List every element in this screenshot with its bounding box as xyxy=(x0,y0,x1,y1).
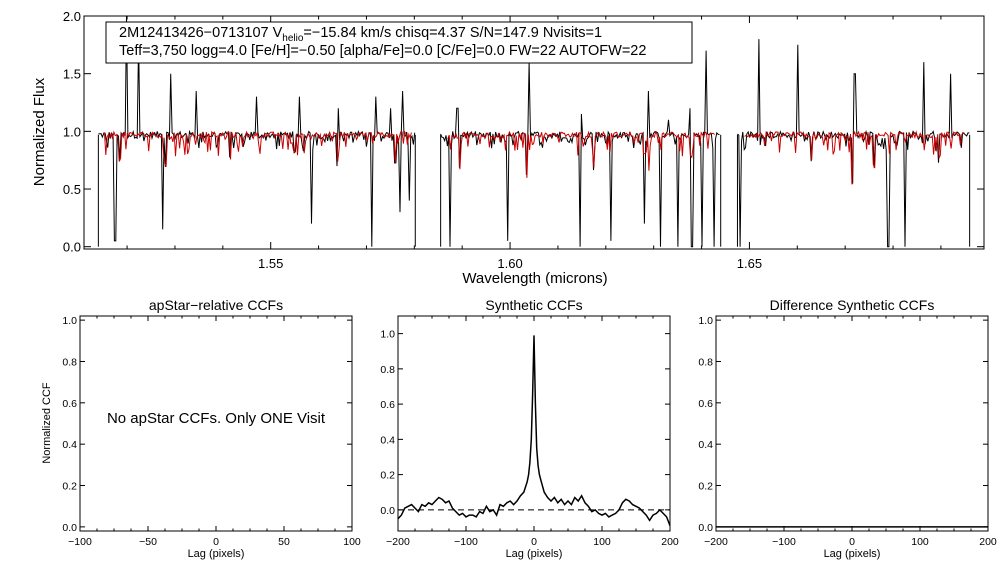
apstar-ccf-y-tick-label: 0.0 xyxy=(62,522,77,534)
observed-spectrum-chip-3 xyxy=(737,39,970,248)
spectrum-x-label: Wavelength (microns) xyxy=(462,270,607,287)
difference-ccf-y-tick-label: 0.8 xyxy=(698,356,713,368)
annotation-line-1-rest: =−15.84 km/s chisq=4.37 S/N=147.9 Nvisit… xyxy=(303,25,602,41)
synthetic-ccf-y-tick-label: 1.0 xyxy=(380,329,395,341)
model-spectrum-chip-1 xyxy=(103,130,412,167)
synthetic-ccf-curve xyxy=(397,335,671,526)
apstar-ccf-ticks: −100 −50 0 50 100 0.0 0.2 0.4 0.6 0.8 1.0 xyxy=(62,315,361,548)
synthetic-ccf-title: Synthetic CCFs xyxy=(485,297,582,313)
difference-ccf-panel: Difference Synthetic CCFs −200 −100 0 100 20… xyxy=(698,297,997,560)
spectrum-x-tick-label: 1.60 xyxy=(497,256,522,271)
difference-ccf-x-tick-label: 0 xyxy=(849,536,855,548)
spectrum-x-tick-label: 1.55 xyxy=(258,256,283,271)
apstar-ccf-y-tick-label: 0.4 xyxy=(62,439,77,451)
star-id: 2M12413426−0713107 xyxy=(119,25,269,41)
apstar-ccf-x-tick-label: −50 xyxy=(139,536,157,548)
apstar-ccf-x-tick-label: −100 xyxy=(68,536,92,548)
observed-spectrum-chip-1 xyxy=(98,16,416,247)
spectrum-y-tick-label: 1.5 xyxy=(63,67,81,82)
difference-ccf-title: Difference Synthetic CCFs xyxy=(770,297,935,313)
apstar-ccf-x-label: Lag (pixels) xyxy=(188,548,245,560)
spectrum-frame xyxy=(83,15,985,250)
apstar-ccf-y-tick-label: 0.2 xyxy=(62,481,77,493)
synthetic-ccf-y-tick-label: 0.2 xyxy=(380,470,395,482)
synthetic-ccf-ticks: −200 −100 0 100 200 0.0 0.2 0.4 0.6 0.8 1.0 xyxy=(380,316,679,548)
synthetic-ccf-y-tick-label: 0.0 xyxy=(380,505,395,517)
difference-ccf-x-label: Lag (pixels) xyxy=(824,548,881,560)
difference-ccf-y-tick-label: 0.6 xyxy=(698,398,713,410)
synthetic-ccf-x-tick-label: 100 xyxy=(593,536,611,548)
difference-ccf-ticks: −200 −100 0 100 200 0.0 0.2 0.4 0.6 0.8 1.0 xyxy=(698,315,997,548)
difference-ccf-y-tick-label: 0.2 xyxy=(698,481,713,493)
apstar-ccf-y-tick-label: 0.6 xyxy=(62,398,77,410)
difference-ccf-x-tick-label: −100 xyxy=(772,536,796,548)
annotation-line-1: 2M12413426−0713107 Vhelio=−15.84 km/s ch… xyxy=(119,25,602,44)
difference-ccf-y-tick-label: 1.0 xyxy=(698,315,713,327)
synthetic-ccf-x-tick-label: −100 xyxy=(454,536,478,548)
no-ccf-note: No apStar CCFs. Only ONE Visit xyxy=(107,410,326,427)
difference-ccf-x-tick-label: 200 xyxy=(979,536,997,548)
apstar-ccf-x-tick-label: 50 xyxy=(278,536,290,548)
difference-ccf-x-tick-label: −200 xyxy=(704,536,728,548)
synthetic-ccf-y-tick-label: 0.6 xyxy=(380,399,395,411)
synthetic-ccf-plot-area xyxy=(397,335,671,526)
apstar-ccf-panel: apStar−relative CCFs −100 −50 0 50 100 0.0 0.2… xyxy=(41,297,361,560)
annotation-box xyxy=(105,21,693,64)
spectrum-y-tick-label: 0.5 xyxy=(63,182,81,197)
difference-ccf-y-tick-label: 0.0 xyxy=(698,522,713,534)
spectrum-y-tick-label: 0.0 xyxy=(63,240,81,255)
apstar-ccf-y-tick-label: 0.8 xyxy=(62,356,77,368)
v-helio-symbol: V xyxy=(273,25,283,41)
apstar-ccf-x-tick-label: 100 xyxy=(343,536,361,548)
spectrum-y-tick-label: 2.0 xyxy=(63,9,81,24)
synthetic-ccf-y-tick-label: 0.4 xyxy=(380,434,395,446)
model-spectrum-chip-3 xyxy=(744,130,965,185)
synthetic-ccf-x-tick-label: 200 xyxy=(661,536,679,548)
v-helio-subscript: helio xyxy=(282,33,304,44)
apstar-ccf-y-label: Normalized CCF xyxy=(41,382,53,464)
apstar-ccf-title: apStar−relative CCFs xyxy=(149,297,283,313)
spectrum-y-tick-label: 1.0 xyxy=(63,124,81,139)
synthetic-ccf-x-tick-label: −200 xyxy=(386,536,410,548)
difference-ccf-x-tick-label: 100 xyxy=(911,536,929,548)
apstar-ccf-y-tick-label: 1.0 xyxy=(62,315,77,327)
model-spectrum-chip-2 xyxy=(447,130,715,178)
synthetic-ccf-x-label: Lag (pixels) xyxy=(506,548,563,560)
spectrum-y-label: Normalized Flux xyxy=(31,77,48,186)
spectrum-x-tick-label: 1.65 xyxy=(737,256,762,271)
synthetic-ccf-x-tick-label: 0 xyxy=(531,536,537,548)
annotation-line-2: Teff=3,750 logg=4.0 [Fe/H]=−0.50 [alpha/… xyxy=(119,43,646,59)
synthetic-ccf-y-tick-label: 0.8 xyxy=(380,364,395,376)
difference-ccf-y-tick-label: 0.4 xyxy=(698,439,713,451)
spectrum-ticks: 1.55 1.60 1.65 0.0 0.5 1.0 1.5 2.0 xyxy=(63,9,984,271)
spectrum-panel: 1.55 1.60 1.65 0.0 0.5 1.0 1.5 2.0 2M12413426−0… xyxy=(31,9,985,287)
synthetic-ccf-panel: Synthetic CCFs −200 −100 0 100 200 0.0 0.2 0.4 0… xyxy=(380,297,679,560)
apstar-ccf-x-tick-label: 0 xyxy=(213,536,219,548)
spectrum-plot-area xyxy=(97,16,971,248)
